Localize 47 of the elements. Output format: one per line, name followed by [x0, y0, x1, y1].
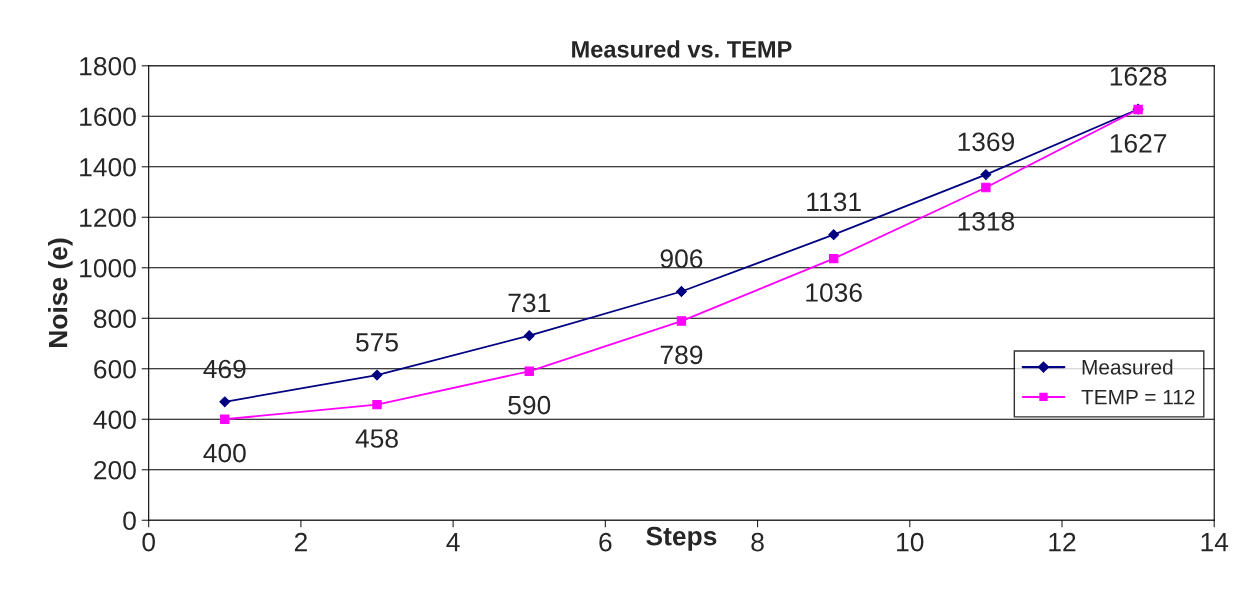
- x-tick-label: 6: [599, 532, 612, 552]
- y-tick-label: 800: [94, 309, 136, 329]
- chart-title: Measured vs. TEMP: [572, 40, 792, 58]
- y-tick-label: 1200: [80, 208, 136, 228]
- point: [828, 254, 839, 264]
- y-tick-label: 1800: [80, 56, 136, 76]
- point: [219, 396, 231, 408]
- data-label: 906: [660, 249, 703, 269]
- x-tick-label: 0: [142, 532, 155, 552]
- y-tick-label: 200: [94, 460, 136, 480]
- x-tick-label: 4: [446, 533, 460, 552]
- x-tick-label: 8: [751, 532, 764, 552]
- y-tick-label: 0: [123, 511, 136, 531]
- point: [372, 399, 382, 410]
- data-label: 1627: [1110, 133, 1167, 153]
- point: [980, 169, 992, 181]
- point: [371, 369, 383, 381]
- data-label: 789: [660, 345, 703, 365]
- data-label: 1628: [1110, 67, 1167, 86]
- point: [220, 414, 230, 424]
- point: [981, 182, 991, 193]
- legend-label: TEMP = 112: [1081, 389, 1195, 405]
- data-label: 458: [355, 429, 398, 448]
- y-tick-label: 600: [94, 359, 136, 379]
- legend-label: Measured: [1082, 359, 1173, 375]
- x-axis-title: Steps: [646, 526, 717, 551]
- y-tick-label: 1600: [80, 107, 136, 127]
- x-tick-label: 14: [1201, 533, 1229, 552]
- y-tick-label: 400: [93, 410, 136, 430]
- data-label: 575: [356, 333, 398, 352]
- x-tick-label: 10: [897, 532, 924, 552]
- point: [524, 366, 534, 376]
- data-label: 1369: [958, 132, 1014, 152]
- point: [828, 229, 840, 241]
- y-axis-title: Noise (e): [48, 238, 73, 347]
- point: [676, 316, 687, 326]
- x-tick-label: 2: [294, 532, 307, 552]
- data-label: 590: [508, 395, 551, 415]
- y-tick-label: 1000: [80, 258, 136, 278]
- data-label: 731: [508, 293, 550, 313]
- point: [676, 286, 687, 297]
- point: [523, 330, 535, 342]
- x-tick-label: 12: [1049, 532, 1076, 552]
- y-tick-label: 1400: [80, 157, 136, 177]
- data-label: 1131: [807, 192, 861, 212]
- data-label: 400: [203, 443, 246, 463]
- data-label: 1036: [806, 283, 862, 302]
